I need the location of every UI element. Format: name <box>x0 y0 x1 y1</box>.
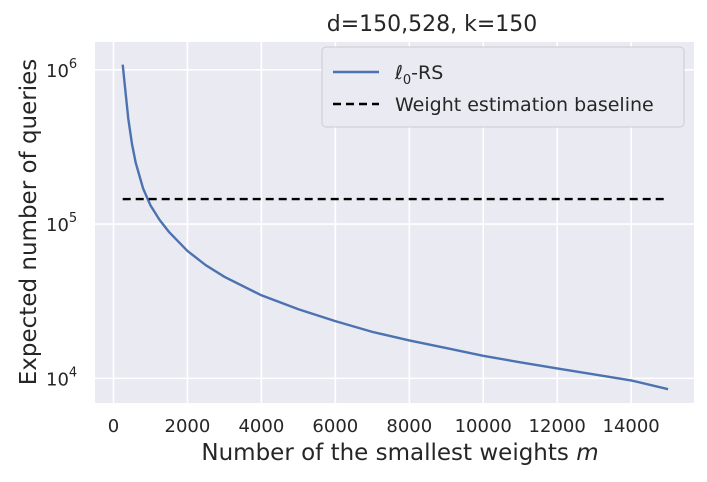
y-tick-label-exponent: 4 <box>69 365 77 380</box>
x-axis-label: Number of the smallest weights m <box>201 440 598 466</box>
x-axis-label-text: Number of the smallest weights <box>201 440 569 466</box>
y-tick-label-exponent: 5 <box>69 211 77 226</box>
y-tick-label-base: 10 <box>46 61 69 82</box>
legend-label-l0rs: ℓ0-RS <box>394 62 443 88</box>
y-tick-label: 106 <box>46 57 77 82</box>
x-tick-label: 12000 <box>529 416 586 437</box>
legend-label-l0rs-main: ℓ <box>394 62 403 84</box>
x-axis-label-var: m <box>576 440 598 466</box>
x-tick-label: 4000 <box>238 416 284 437</box>
legend-label-l0rs-sub: 0 <box>403 73 411 88</box>
series-line-l0rs <box>121 64 669 391</box>
x-tick-label: 10000 <box>455 416 512 437</box>
y-tick-label: 105 <box>46 211 77 236</box>
legend-label-l0rs-rest: -RS <box>411 62 443 84</box>
x-tick-label: 6000 <box>312 416 358 437</box>
y-tick-label-exponent: 6 <box>69 57 77 72</box>
legend-box <box>321 46 685 128</box>
x-tick-label: 14000 <box>603 416 660 437</box>
chart-title: d=150,528, k=150 <box>327 12 538 37</box>
legend-label-baseline: Weight estimation baseline <box>395 94 654 116</box>
x-tick-label: 0 <box>108 416 119 437</box>
y-tick-label-base: 10 <box>46 369 69 390</box>
ticks: 0 2000 4000 6000 8000 10000 12000 1400010410510… <box>46 57 660 437</box>
x-tick-label: 2000 <box>165 416 211 437</box>
series-layer <box>121 64 669 391</box>
y-axis-label: Expected number of queries <box>16 59 42 385</box>
y-tick-label: 104 <box>46 365 77 390</box>
legend: ℓ0-RS Weight estimation baseline <box>321 46 685 128</box>
y-tick-label-base: 10 <box>46 215 69 236</box>
x-tick-label: 8000 <box>386 416 432 437</box>
